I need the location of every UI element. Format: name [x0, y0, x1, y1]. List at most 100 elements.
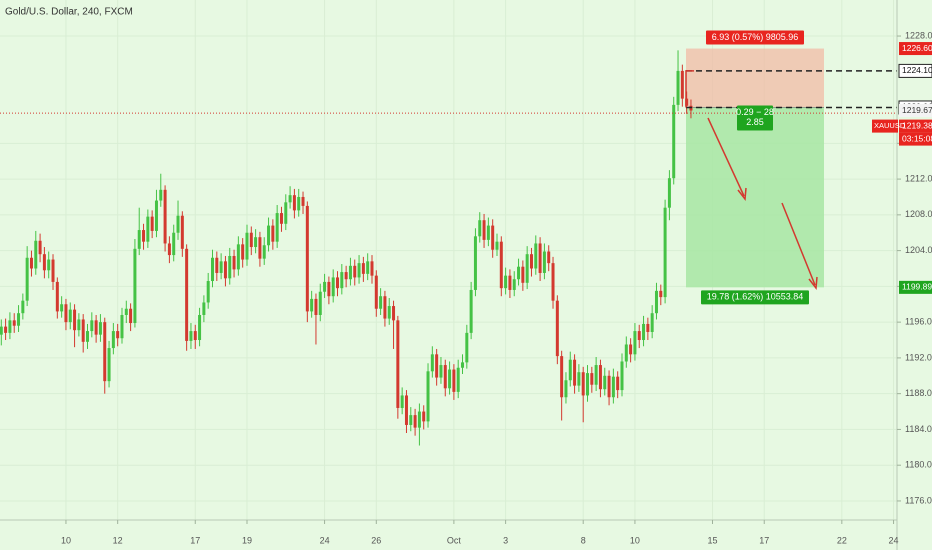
symbol-tag: XAUUSD — [874, 121, 906, 130]
candle-body — [249, 232, 253, 248]
candle-body — [383, 296, 387, 319]
x-tick-label: 15 — [708, 535, 718, 545]
x-tick-label: 12 — [113, 535, 123, 545]
candle-body — [29, 257, 33, 269]
target-text-bg — [701, 290, 809, 305]
candle-body — [137, 230, 141, 249]
candle-body — [534, 243, 538, 269]
candle-body — [189, 331, 193, 341]
candle-body — [81, 319, 85, 342]
candle-body — [607, 375, 611, 398]
candle-body — [422, 411, 426, 422]
candle-body — [611, 376, 615, 398]
y-tick-label: 1208.00 — [905, 209, 932, 219]
candle-body — [508, 275, 512, 290]
candle-body — [680, 70, 684, 99]
candle-body — [456, 367, 460, 392]
candle-body — [142, 230, 146, 242]
candle-body — [279, 213, 283, 224]
x-tick-label: 17 — [759, 535, 769, 545]
candle-body — [275, 213, 279, 242]
x-tick-label: 10 — [630, 535, 640, 545]
candle-body — [12, 320, 16, 326]
candle-body — [603, 375, 607, 390]
candle-body — [426, 371, 430, 422]
ratio-text: 0.29 − 28 — [736, 107, 774, 117]
countdown-label: 03:15:08 — [902, 133, 932, 143]
candle-body — [590, 373, 594, 385]
candle-body — [103, 322, 107, 382]
candle-body — [637, 331, 641, 341]
candle-body — [495, 241, 499, 250]
candle-body — [176, 215, 180, 233]
candle-body — [448, 369, 452, 389]
candle-body — [624, 344, 628, 362]
candle-body — [25, 257, 29, 301]
candle-body — [314, 298, 318, 315]
last-price-label: 1219.67 — [902, 105, 932, 115]
position-tool — [686, 48, 824, 288]
candle-body — [353, 265, 357, 278]
candle-body — [392, 306, 396, 321]
y-tick-label: 1176.00 — [905, 495, 932, 505]
candle-body — [654, 290, 658, 314]
candle-body — [555, 300, 559, 357]
candle-body — [254, 237, 258, 248]
candle-body — [245, 232, 249, 260]
candle-body — [573, 359, 577, 386]
x-tick-label: Oct — [447, 535, 462, 545]
candle-body — [413, 415, 417, 428]
candle-body — [297, 196, 301, 211]
candle-body — [98, 322, 102, 335]
ratio-value-text: 2.85 — [746, 117, 764, 127]
y-tick-label: 1188.00 — [905, 388, 932, 398]
candle-body — [542, 251, 546, 273]
bid-price-label: 1219.38 — [902, 120, 932, 130]
candle-body — [34, 240, 38, 269]
candle-body — [374, 275, 378, 309]
candle-body — [486, 225, 490, 240]
candle-body — [193, 331, 197, 341]
candle-body — [310, 298, 314, 312]
overlays: 6.93 (0.57%) 9805.96 0.29 − 282.85 19.78 (… — [0, 30, 897, 305]
candle-body — [504, 275, 508, 289]
candle-body — [646, 323, 650, 332]
countdown-label-bg — [899, 132, 932, 146]
candle-body — [284, 202, 288, 224]
candles — [0, 50, 693, 446]
candle-body — [68, 309, 72, 323]
level-price-label-bg — [898, 63, 932, 78]
candle-body — [133, 248, 137, 324]
candle-body — [258, 237, 262, 259]
candle-body — [370, 261, 374, 276]
candle-body — [323, 281, 327, 292]
candle-body — [301, 196, 305, 206]
candle-body — [8, 320, 12, 333]
candle-body — [172, 232, 176, 256]
candle-body — [586, 373, 590, 396]
arrow-head — [808, 276, 818, 290]
x-tick-label: 3 — [503, 535, 508, 545]
stop-text-bg — [706, 30, 804, 45]
candle-body — [77, 319, 81, 331]
candle-body — [577, 372, 581, 386]
candle-body — [400, 395, 404, 408]
x-tick-label: 17 — [190, 535, 200, 545]
candle-body — [215, 257, 219, 273]
candle-body — [146, 216, 150, 242]
candle-body — [336, 277, 340, 289]
candle-body — [94, 320, 98, 335]
candle-body — [64, 304, 68, 323]
candle-body — [629, 344, 633, 355]
candle-body — [672, 104, 676, 179]
last-price-label-bg — [899, 104, 932, 118]
candle-body — [551, 263, 555, 301]
candle-body — [51, 259, 55, 282]
candle-body — [236, 244, 240, 270]
candle-body — [676, 70, 680, 105]
candle-body — [163, 189, 167, 244]
candle-body — [17, 313, 21, 326]
candle-body — [538, 243, 542, 273]
candle-body — [525, 254, 529, 283]
